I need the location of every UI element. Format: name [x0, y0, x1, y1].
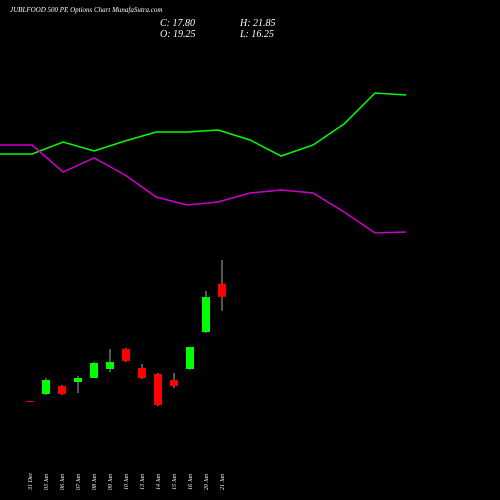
x-tick-label: 14 Jan [155, 474, 162, 490]
indicator-line [0, 92, 407, 157]
candle-body [90, 363, 98, 378]
x-tick-label: 16 Jan [188, 474, 194, 490]
candle-body [74, 378, 82, 382]
x-tick-label: 08 Jan [92, 474, 98, 490]
x-tick-label: 13 Jan [140, 474, 146, 490]
indicator-line [0, 144, 407, 234]
candle-body [186, 347, 194, 369]
high-label: H: 21.85 [239, 18, 276, 29]
x-tick-label: 31 Dec [28, 473, 34, 491]
candle-body [170, 380, 178, 386]
candle-body [26, 400, 34, 402]
open-label: O: 19.25 [160, 29, 196, 40]
x-tick-label: 10 Jan [124, 474, 130, 490]
chart-title: JUBLFOOD 500 PE Options Chart MunafaSutr… [10, 6, 162, 14]
candle-body [122, 349, 130, 361]
x-tick-label: 03 Jan [44, 474, 50, 490]
x-tick-label: 09 Jan [108, 474, 114, 490]
candle-body [138, 368, 146, 378]
x-tick-label: 06 Jan [60, 474, 66, 490]
candle-body [106, 362, 114, 369]
x-tick-label: 07 Jan [76, 474, 82, 490]
candle-body [218, 283, 226, 297]
x-tick-label: 21 Jan [220, 474, 226, 490]
candle-body [154, 374, 162, 405]
x-tick-label: 15 Jan [172, 474, 178, 490]
candle-body [202, 297, 210, 332]
low-label: L: 16.25 [239, 29, 274, 40]
x-tick-label: 20 Jan [204, 474, 210, 490]
close-label: C: 17.80 [160, 18, 195, 29]
candle-body [42, 380, 50, 394]
candle-body [58, 386, 66, 394]
